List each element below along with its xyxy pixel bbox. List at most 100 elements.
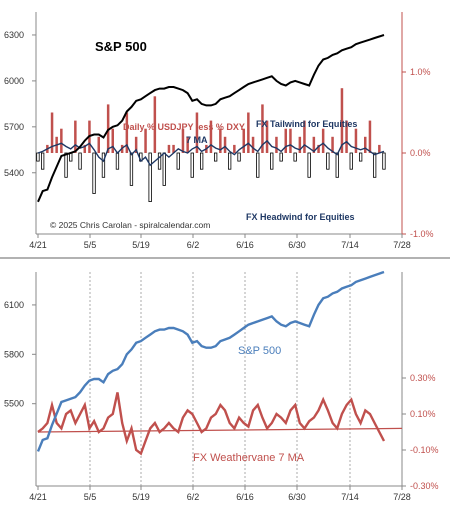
fx-daily-bar — [195, 112, 199, 153]
bottom-left-tick-label: 6100 — [4, 300, 24, 310]
top-left-tick-label: 5700 — [4, 122, 24, 132]
bottom-x-tick-label: 5/19 — [132, 492, 150, 502]
fx-daily-bar — [321, 128, 325, 153]
fx-daily-bar — [354, 128, 358, 153]
fx-daily-bar — [111, 128, 114, 153]
fx-daily-bar — [50, 112, 54, 153]
fx-daily-bar — [115, 152, 120, 170]
fx-daily-bar — [303, 120, 306, 153]
ma-line — [37, 139, 385, 167]
bottom-x-tick-label: 4/21 — [29, 492, 47, 502]
bottom-x-tick-label: 7/28 — [393, 492, 411, 502]
fx-daily-bar — [134, 136, 138, 153]
top-x-tick-label: 5/19 — [132, 240, 150, 250]
copyright-text: © 2025 Chris Carolan - spiralcalendar.co… — [50, 220, 210, 230]
fx-weathervane-label: FX Weathervane 7 MA — [193, 452, 305, 464]
fx-daily-bar — [307, 152, 311, 178]
fx-daily-bar — [378, 144, 381, 153]
headwind-label: FX Headwind for Equities — [246, 212, 355, 222]
fx-daily-bar — [129, 152, 134, 186]
fx-daily-bar — [326, 152, 330, 170]
fx-daily-bar — [364, 136, 367, 153]
fx-daily-bar — [345, 120, 348, 153]
fx-daily-bar — [340, 88, 344, 153]
bars-label: Daily % USDJPY less % DXY — [123, 122, 245, 132]
fx-daily-bar — [162, 152, 166, 186]
fx-daily-bar — [60, 128, 63, 153]
fx-daily-bar — [312, 136, 316, 153]
fx-daily-bar — [209, 120, 213, 153]
top-x-tick-label: 6/2 — [187, 240, 200, 250]
fx-daily-bar — [349, 152, 353, 170]
fx-daily-bar — [293, 152, 297, 162]
bottom-right-tick-label: 0.10% — [410, 409, 436, 419]
fx-daily-bar — [227, 152, 232, 170]
bottom-left-tick-label: 5800 — [4, 349, 24, 359]
fx-daily-bar — [372, 152, 377, 178]
fx-daily-bar — [78, 152, 82, 170]
ma-label: 7 MA — [186, 135, 208, 145]
bottom-x-tick-label: 6/30 — [288, 492, 306, 502]
bottom-x-tick-label: 6/2 — [187, 492, 200, 502]
fx-daily-bar — [223, 136, 227, 153]
top-x-tick-label: 7/28 — [393, 240, 411, 250]
fx-daily-bar — [265, 120, 269, 153]
fx-daily-bar — [331, 136, 334, 153]
bottom-right-tick-label: -0.10% — [410, 445, 439, 455]
fx-daily-bar — [382, 152, 386, 170]
top-left-tick-label: 6300 — [4, 30, 24, 40]
fx-daily-bar — [298, 136, 302, 153]
top-right-tick-label: 1.0% — [410, 67, 431, 77]
fx-daily-bar — [190, 152, 194, 178]
fx-daily-bar — [74, 120, 77, 153]
sp500-line-bottom — [36, 270, 385, 452]
fx-daily-bar — [186, 136, 189, 153]
fx-daily-bar — [64, 152, 68, 178]
fx-daily-bar — [83, 144, 86, 153]
fx-daily-bar — [172, 144, 175, 153]
sp500-line-top — [37, 34, 385, 203]
fx-daily-bar — [199, 152, 204, 170]
bottom-right-tick-label: 0.30% — [410, 373, 436, 383]
fx-trend-line — [37, 427, 403, 433]
bottom-left-tick-label: 5500 — [4, 399, 24, 409]
top-left-tick-label: 5400 — [4, 168, 24, 178]
bottom-x-tick-label: 5/5 — [84, 492, 97, 502]
top-x-tick-label: 4/21 — [29, 240, 47, 250]
fx-daily-bar — [144, 128, 147, 153]
sp500-label-bottom: S&P 500 — [238, 345, 281, 357]
fx-daily-bar — [36, 152, 40, 162]
fx-daily-bar — [247, 112, 250, 153]
fx-daily-bar — [101, 152, 106, 178]
fx-daily-bar — [275, 136, 278, 153]
fx-daily-bar — [219, 128, 222, 153]
bottom-x-tick-label: 6/16 — [236, 492, 254, 502]
fx-daily-bar — [270, 152, 274, 170]
top-x-tick-label: 6/16 — [236, 240, 254, 250]
top-right-tick-label: -1.0% — [410, 229, 434, 239]
top-x-tick-label: 6/30 — [288, 240, 306, 250]
sp500-label-top: S&P 500 — [95, 39, 147, 54]
fx-daily-bar — [153, 96, 157, 153]
fx-daily-bar — [289, 128, 292, 153]
fx-daily-bar — [97, 136, 100, 153]
fx-daily-bar — [167, 144, 171, 153]
fx-daily-bar — [368, 120, 372, 153]
tailwind-label: FX Tailwind for Equities — [256, 119, 357, 129]
fx-daily-bar — [256, 152, 260, 178]
bottom-right-tick-label: -0.30% — [410, 481, 439, 491]
fx-daily-bar — [242, 128, 245, 153]
fx-daily-bar — [279, 152, 283, 162]
fx-daily-bar — [251, 136, 255, 153]
fx-daily-bar — [317, 144, 320, 153]
fx-daily-bar — [92, 152, 96, 194]
top-x-tick-label: 7/14 — [341, 240, 359, 250]
top-right-tick-label: 0.0% — [410, 148, 431, 158]
fx-daily-bar — [358, 152, 363, 162]
fx-daily-bar — [148, 152, 152, 202]
fx-weathervane-line — [37, 392, 386, 456]
top-x-tick-label: 5/5 — [84, 240, 97, 250]
fx-daily-bar — [284, 128, 287, 153]
bottom-x-tick-label: 7/14 — [341, 492, 359, 502]
